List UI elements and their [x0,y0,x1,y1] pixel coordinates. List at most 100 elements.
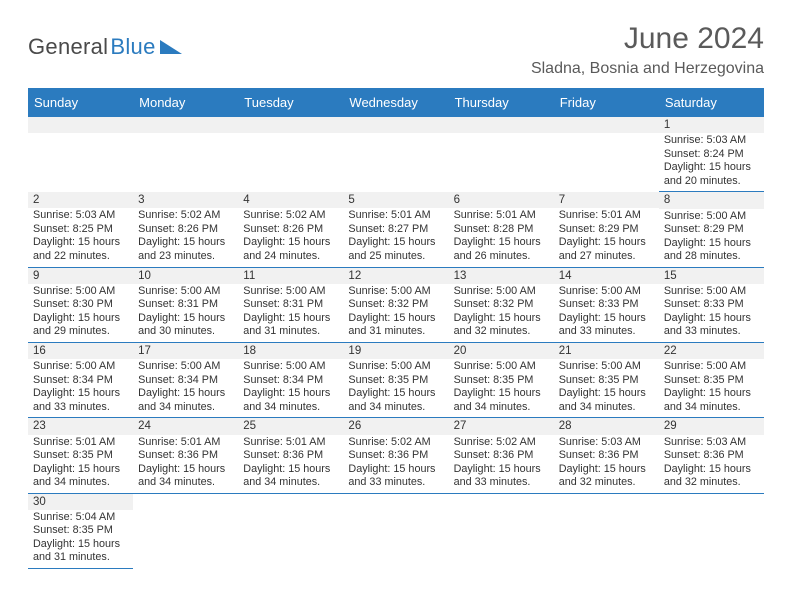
day-content: Sunrise: 5:00 AMSunset: 8:30 PMDaylight:… [28,284,133,342]
calendar-cell [133,493,238,568]
day-line-ss: Sunset: 8:32 PM [454,298,549,311]
calendar-cell: 2Sunrise: 5:03 AMSunset: 8:25 PMDaylight… [28,192,133,267]
day-line-ss: Sunset: 8:34 PM [33,374,128,387]
day-line-d2: and 31 minutes. [243,325,338,338]
day-number: 23 [28,418,133,434]
day-header: Thursday [449,88,554,117]
day-line-sr: Sunrise: 5:00 AM [559,285,654,298]
day-header: Tuesday [238,88,343,117]
calendar-table: SundayMondayTuesdayWednesdayThursdayFrid… [28,88,764,569]
calendar-cell: 19Sunrise: 5:00 AMSunset: 8:35 PMDayligh… [343,342,448,417]
cell-inner: 1Sunrise: 5:03 AMSunset: 8:24 PMDaylight… [659,117,764,191]
day-line-d1: Daylight: 15 hours [348,312,443,325]
day-line-sr: Sunrise: 5:00 AM [454,360,549,373]
day-line-d2: and 27 minutes. [559,250,654,263]
day-number: 27 [449,418,554,434]
empty-daynum [238,117,343,133]
empty-daynum [554,117,659,133]
calendar-cell: 28Sunrise: 5:03 AMSunset: 8:36 PMDayligh… [554,418,659,493]
day-line-d1: Daylight: 15 hours [348,387,443,400]
day-line-sr: Sunrise: 5:00 AM [664,285,759,298]
calendar-cell: 3Sunrise: 5:02 AMSunset: 8:26 PMDaylight… [133,192,238,267]
day-line-sr: Sunrise: 5:02 AM [348,436,443,449]
calendar-cell [554,117,659,192]
day-line-d1: Daylight: 15 hours [664,312,759,325]
day-line-d1: Daylight: 15 hours [33,312,128,325]
day-line-sr: Sunrise: 5:04 AM [33,511,128,524]
calendar-body: 1Sunrise: 5:03 AMSunset: 8:24 PMDaylight… [28,117,764,568]
empty-daynum [449,117,554,133]
day-line-ss: Sunset: 8:35 PM [348,374,443,387]
day-number: 29 [659,418,764,434]
calendar-cell: 6Sunrise: 5:01 AMSunset: 8:28 PMDaylight… [449,192,554,267]
day-line-sr: Sunrise: 5:02 AM [243,209,338,222]
cell-inner: 8Sunrise: 5:00 AMSunset: 8:29 PMDaylight… [659,192,764,266]
day-number: 25 [238,418,343,434]
day-line-sr: Sunrise: 5:00 AM [559,360,654,373]
day-line-d2: and 23 minutes. [138,250,233,263]
calendar-week-row: 30Sunrise: 5:04 AMSunset: 8:35 PMDayligh… [28,493,764,568]
day-content: Sunrise: 5:00 AMSunset: 8:35 PMDaylight:… [554,359,659,417]
cell-inner: 3Sunrise: 5:02 AMSunset: 8:26 PMDaylight… [133,192,238,267]
calendar-cell: 20Sunrise: 5:00 AMSunset: 8:35 PMDayligh… [449,342,554,417]
day-line-d1: Daylight: 15 hours [138,463,233,476]
day-line-d2: and 30 minutes. [138,325,233,338]
day-number: 2 [28,192,133,208]
day-line-d1: Daylight: 15 hours [33,463,128,476]
day-line-ss: Sunset: 8:29 PM [559,223,654,236]
day-line-ss: Sunset: 8:27 PM [348,223,443,236]
day-line-ss: Sunset: 8:36 PM [138,449,233,462]
calendar-cell: 25Sunrise: 5:01 AMSunset: 8:36 PMDayligh… [238,418,343,493]
day-line-d2: and 24 minutes. [243,250,338,263]
day-line-sr: Sunrise: 5:02 AM [138,209,233,222]
day-line-d2: and 33 minutes. [454,476,549,489]
day-line-d2: and 33 minutes. [33,401,128,414]
day-content: Sunrise: 5:01 AMSunset: 8:36 PMDaylight:… [238,435,343,493]
day-line-sr: Sunrise: 5:01 AM [243,436,338,449]
cell-inner: 17Sunrise: 5:00 AMSunset: 8:34 PMDayligh… [133,343,238,417]
day-content: Sunrise: 5:03 AMSunset: 8:24 PMDaylight:… [659,133,764,191]
day-line-ss: Sunset: 8:36 PM [559,449,654,462]
day-line-sr: Sunrise: 5:03 AM [664,436,759,449]
calendar-cell: 26Sunrise: 5:02 AMSunset: 8:36 PMDayligh… [343,418,448,493]
day-line-d1: Daylight: 15 hours [243,236,338,249]
month-title: June 2024 [531,22,764,56]
day-line-ss: Sunset: 8:36 PM [454,449,549,462]
cell-inner: 15Sunrise: 5:00 AMSunset: 8:33 PMDayligh… [659,268,764,342]
day-header: Friday [554,88,659,117]
calendar-week-row: 1Sunrise: 5:03 AMSunset: 8:24 PMDaylight… [28,117,764,192]
day-content: Sunrise: 5:00 AMSunset: 8:29 PMDaylight:… [659,209,764,267]
day-line-ss: Sunset: 8:35 PM [664,374,759,387]
day-number: 17 [133,343,238,359]
cell-inner: 10Sunrise: 5:00 AMSunset: 8:31 PMDayligh… [133,268,238,342]
day-number: 8 [659,192,764,208]
day-number: 28 [554,418,659,434]
day-line-sr: Sunrise: 5:00 AM [664,360,759,373]
day-number: 5 [343,192,448,208]
day-line-d1: Daylight: 15 hours [138,312,233,325]
calendar-cell: 18Sunrise: 5:00 AMSunset: 8:34 PMDayligh… [238,342,343,417]
day-line-d1: Daylight: 15 hours [454,236,549,249]
location-label: Sladna, Bosnia and Herzegovina [531,60,764,78]
calendar-cell: 23Sunrise: 5:01 AMSunset: 8:35 PMDayligh… [28,418,133,493]
flag-icon [160,38,182,54]
calendar-cell: 29Sunrise: 5:03 AMSunset: 8:36 PMDayligh… [659,418,764,493]
day-line-sr: Sunrise: 5:03 AM [559,436,654,449]
cell-inner: 13Sunrise: 5:00 AMSunset: 8:32 PMDayligh… [449,268,554,342]
day-line-d1: Daylight: 15 hours [664,387,759,400]
day-line-d1: Daylight: 15 hours [138,387,233,400]
day-content: Sunrise: 5:00 AMSunset: 8:32 PMDaylight:… [449,284,554,342]
day-line-sr: Sunrise: 5:00 AM [348,285,443,298]
day-line-d2: and 33 minutes. [559,325,654,338]
day-line-sr: Sunrise: 5:00 AM [138,285,233,298]
day-line-d1: Daylight: 15 hours [33,236,128,249]
calendar-cell [343,117,448,192]
day-line-d2: and 34 minutes. [243,476,338,489]
calendar-cell [238,493,343,568]
day-line-ss: Sunset: 8:33 PM [664,298,759,311]
cell-inner: 18Sunrise: 5:00 AMSunset: 8:34 PMDayligh… [238,343,343,417]
empty-daynum [133,117,238,133]
day-content: Sunrise: 5:00 AMSunset: 8:31 PMDaylight:… [238,284,343,342]
day-header: Saturday [659,88,764,117]
day-number: 7 [554,192,659,208]
